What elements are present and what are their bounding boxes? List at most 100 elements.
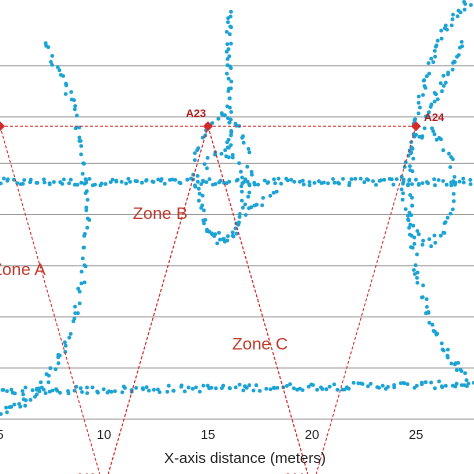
scatter-point	[422, 126, 427, 131]
scatter-point	[360, 382, 365, 386]
scatter-point	[332, 382, 337, 387]
scatter-point	[449, 155, 453, 159]
scatter-point	[185, 177, 190, 182]
scatter-point	[109, 389, 114, 394]
scatter-point	[35, 181, 40, 185]
scatter-point	[456, 361, 461, 365]
scatter-point	[427, 320, 432, 325]
scatter-point	[159, 177, 164, 181]
scatter-point	[461, 176, 466, 181]
scatter-point	[22, 178, 27, 182]
scatter-point	[449, 23, 454, 28]
scatter-point	[225, 145, 230, 150]
scatter-point	[85, 385, 89, 390]
scatter-point	[5, 410, 9, 415]
scatter-point	[451, 199, 456, 204]
scatter-point	[64, 83, 69, 88]
scatter-point	[429, 244, 433, 249]
scatter-point	[262, 178, 267, 183]
zone-label: Zone A	[0, 260, 46, 279]
scatter-point	[426, 181, 430, 186]
scatter-point	[358, 176, 363, 181]
scatter-point	[285, 384, 289, 388]
scatter-point	[438, 233, 443, 238]
scatter-point	[441, 348, 446, 353]
scatter-point	[23, 403, 28, 408]
scatter-point	[421, 238, 425, 243]
scatter-point	[443, 383, 448, 388]
scatter-point	[349, 177, 354, 182]
scatter-point	[312, 181, 317, 185]
scatter-point	[317, 179, 321, 184]
scatter-point	[451, 12, 455, 17]
scatter-point	[229, 143, 233, 148]
scatter-point	[173, 178, 178, 182]
scatter-point	[439, 341, 444, 346]
scatter-point	[389, 177, 394, 182]
scatter-point	[452, 180, 457, 185]
scatter-point	[459, 369, 464, 373]
scatter-point	[468, 178, 473, 182]
scatter-point	[451, 192, 456, 196]
scatter-point	[416, 100, 421, 105]
scatter-point	[454, 381, 459, 386]
zone-labels: Zone A Zone B Zone C	[0, 204, 288, 353]
scatter-point	[434, 137, 439, 142]
scatter-point	[9, 387, 14, 392]
scatter-point	[73, 304, 77, 309]
scatter-point	[66, 391, 71, 396]
zone-label: Zone C	[232, 334, 288, 353]
scatter-point	[23, 385, 28, 390]
scatter-point	[366, 178, 371, 182]
scatter-point	[72, 388, 77, 393]
scatter-point	[186, 385, 191, 390]
scatter-point	[300, 388, 305, 392]
scatter-point	[425, 114, 430, 119]
scatter-point	[455, 14, 460, 19]
scatter-point	[201, 383, 206, 388]
scatter-point	[0, 412, 3, 416]
scatter-point	[341, 177, 345, 181]
scatter-point	[209, 385, 214, 390]
scatter-point	[63, 340, 67, 345]
scatter-point	[123, 386, 127, 390]
scatter-point	[433, 183, 437, 188]
scatter-point	[416, 183, 421, 187]
x-tick-label: 10	[97, 427, 111, 442]
scatter-point	[457, 179, 462, 184]
x-tick-label: 20	[305, 427, 319, 442]
scatter-point	[227, 86, 231, 91]
scatter-point	[336, 180, 340, 185]
scatter-point	[170, 177, 175, 182]
scatter-point	[197, 389, 202, 394]
scatter-point	[246, 147, 251, 151]
x-axis-label: X-axis distance (meters)	[164, 450, 326, 467]
scatter-point	[4, 405, 8, 410]
scatter-point	[215, 241, 220, 246]
scatter-point	[67, 335, 72, 340]
scatter-point	[226, 137, 231, 142]
scatter-point	[327, 384, 332, 389]
scatter-point	[439, 36, 444, 41]
scatter-point	[231, 234, 236, 239]
scatter-point	[430, 322, 435, 327]
scatter-point	[427, 237, 432, 242]
scatter-point	[324, 387, 329, 392]
scatter-point	[412, 268, 416, 272]
scatter-point	[197, 191, 202, 196]
scatter-point	[288, 382, 292, 386]
scatter-point	[235, 177, 240, 182]
scatter-point	[200, 203, 205, 208]
scatter-point	[50, 388, 55, 393]
scatter-point	[67, 181, 71, 186]
scatter-point	[399, 174, 404, 179]
scatter-point	[228, 14, 233, 19]
scatter-point	[85, 216, 90, 221]
scatter-point	[195, 174, 200, 178]
scatter-point	[202, 221, 206, 226]
scatter-point	[228, 386, 232, 391]
scatter-point	[402, 381, 407, 386]
scatter-point	[332, 180, 337, 185]
scatter-point	[251, 388, 256, 393]
